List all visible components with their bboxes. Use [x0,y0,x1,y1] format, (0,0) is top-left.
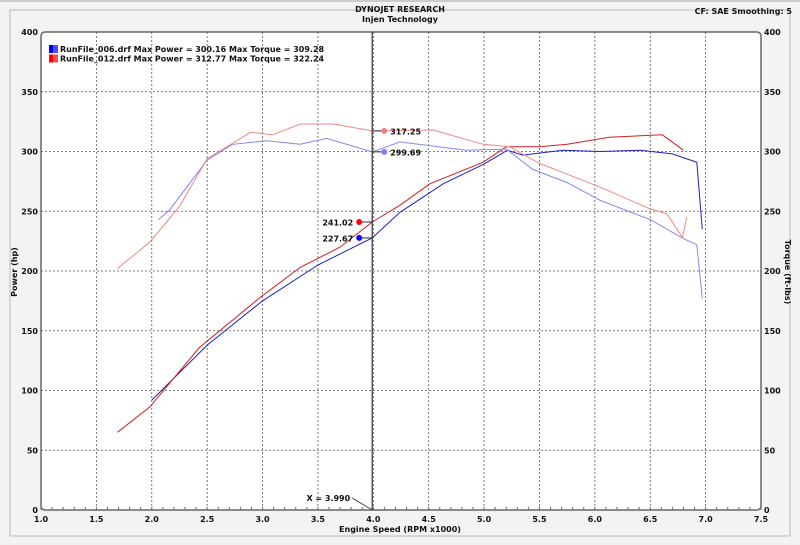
legend-entry: RunFile_006.drf Max Power = 300.16 Max T… [60,45,325,54]
x-tick-label: 5.0 [477,515,492,524]
x-tick-label: 2.5 [200,515,215,524]
x-tick-label: 2.0 [145,515,160,524]
correction-factor-info: CF: SAE Smoothing: 5 [694,7,792,16]
legend-swatch [49,45,53,53]
cursor-value-power_012: 241.02 [322,218,353,227]
y-tick-label: 150 [21,327,38,336]
x-tick-label: 5.5 [532,515,547,524]
cursor-value-torque_012: 317.25 [390,127,421,136]
cursor-label: X = 3.990 [306,494,350,503]
cursor-value-dot [356,218,363,225]
y2-axis-label: Torque (ft-lbs) [783,240,792,305]
x-tick-label: 4.0 [366,515,381,524]
x-tick-label: 6.0 [588,515,603,524]
x-tick-label: 6.5 [643,515,658,524]
y2-tick-label: 50 [764,446,776,455]
cursor-leader [351,497,373,511]
cursor-value-dot [356,234,363,241]
chart-subtitle: Injen Technology [362,15,438,24]
y-tick-label: 400 [21,28,38,37]
y2-tick-label: 400 [764,28,781,37]
y2-tick-label: 250 [764,207,781,216]
y-tick-label: 50 [27,446,39,455]
y-tick-label: 350 [21,88,38,97]
x-tick-label: 7.0 [699,515,714,524]
x-tick-label: 1.5 [89,515,104,524]
y-tick-label: 200 [21,267,38,276]
y-tick-label: 0 [32,506,38,515]
y-tick-label: 250 [21,207,38,216]
y-axis-label: Power (hp) [10,247,19,297]
series-line-power_012 [117,134,684,433]
cursor-value-dot [381,148,388,155]
cursor-value-power_006: 227.67 [322,234,353,243]
x-tick-label: 7.5 [754,515,769,524]
x-tick-label: 3.5 [311,515,326,524]
y2-tick-label: 350 [764,88,781,97]
series-line-power_006 [151,149,703,401]
x-tick-label: 3.0 [255,515,270,524]
legend-swatch [49,54,53,63]
cursor-value-dot [381,127,388,134]
legend-entry: RunFile_012.drf Max Power = 312.77 Max T… [60,55,325,64]
y2-tick-label: 300 [764,148,781,157]
y2-tick-label: 100 [764,387,781,396]
cursor-value-torque_006: 299.69 [390,148,421,157]
y2-tick-label: 150 [764,327,781,336]
y2-tick-label: 200 [764,267,781,276]
series-line-torque_012 [117,123,688,269]
legend-swatch-light [53,54,58,63]
y-tick-label: 100 [21,387,38,396]
y2-tick-label: 0 [764,506,770,515]
chart-title: DYNOJET RESEARCH [355,5,445,14]
legend-swatch-light [53,45,58,53]
x-axis-label: Engine Speed (RPM x1000) [339,525,461,534]
x-tick-label: 1.0 [34,515,49,524]
x-tick-label: 4.5 [422,515,437,524]
y-tick-label: 300 [21,148,38,157]
series-line-torque_006 [158,137,703,299]
